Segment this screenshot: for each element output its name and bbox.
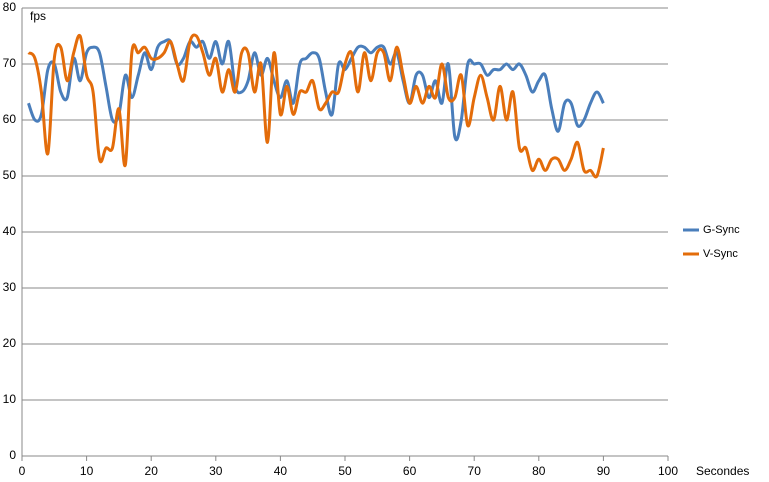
y-tick-label: 50	[3, 168, 17, 182]
y-tick-label: 10	[3, 392, 17, 406]
x-tick-label: 90	[597, 464, 611, 478]
series-line	[27, 33, 605, 179]
x-tick-label: 60	[403, 464, 417, 478]
x-tick-label: 100	[658, 464, 678, 478]
legend-label: G-Sync	[703, 224, 740, 236]
y-tick-label: 20	[3, 336, 17, 350]
y-tick-label: 0	[9, 448, 16, 462]
x-tick-label: 30	[209, 464, 223, 478]
y-tick-label: 70	[3, 56, 17, 70]
x-tick-label: 50	[338, 464, 352, 478]
x-tick-label: 0	[19, 464, 26, 478]
x-tick-label: 20	[145, 464, 159, 478]
x-tick-label: 40	[274, 464, 288, 478]
y-axis-label: fps	[30, 9, 46, 23]
y-tick-label: 60	[3, 112, 17, 126]
series-line	[27, 38, 605, 142]
x-axis-label: Secondes	[696, 464, 749, 478]
y-tick-label: 80	[3, 0, 17, 14]
x-tick-label: 10	[80, 464, 94, 478]
legend-label: V-Sync	[703, 248, 738, 260]
y-tick-label: 40	[3, 224, 17, 238]
x-tick-label: 70	[468, 464, 482, 478]
y-tick-label: 30	[3, 280, 17, 294]
x-tick-label: 80	[532, 464, 546, 478]
